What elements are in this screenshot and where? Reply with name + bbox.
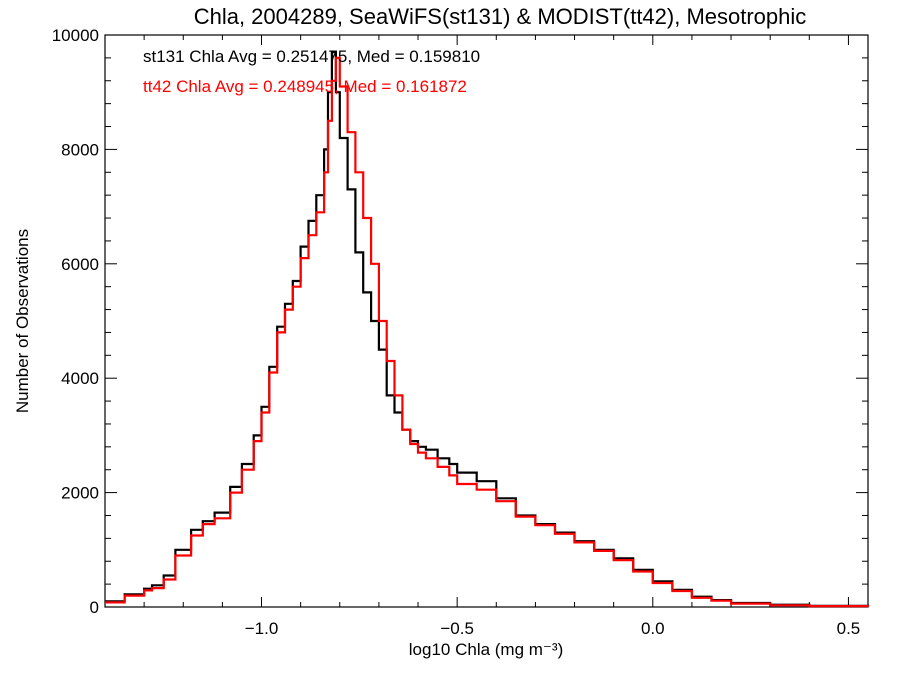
plot-frame — [104, 34, 869, 608]
y-tick-label: 4000 — [61, 369, 99, 388]
y-tick-label: 2000 — [61, 484, 99, 503]
y-tick-label: 10000 — [52, 26, 99, 45]
x-tick-label: 0.5 — [837, 619, 861, 638]
x-axis-label: log10 Chla (mg m⁻³) — [409, 640, 563, 659]
annotation-st131: st131 Chla Avg = 0.251475, Med = 0.15981… — [143, 47, 480, 66]
series-line-1 — [105, 56, 870, 608]
plot-series — [105, 51, 870, 608]
y-tick-label: 8000 — [61, 140, 99, 159]
y-axis-label: Number of Observations — [13, 229, 32, 413]
axis-ticks: −1.0 −0.5 0.0 0.5 0 2000 4000 6000 8000 10000 — [52, 26, 868, 638]
chart-title: Chla, 2004289, SeaWiFS(st131) & MODIST(t… — [194, 4, 807, 29]
annotation-tt42: tt42 Chla Avg = 0.248945, Med = 0.161872 — [143, 77, 467, 96]
x-tick-label: −0.5 — [440, 619, 474, 638]
x-tick-label: −1.0 — [245, 619, 279, 638]
y-tick-label: 6000 — [61, 255, 99, 274]
series-line-0 — [105, 51, 870, 607]
x-tick-label: 0.0 — [641, 619, 665, 638]
y-tick-label: 0 — [90, 598, 99, 617]
